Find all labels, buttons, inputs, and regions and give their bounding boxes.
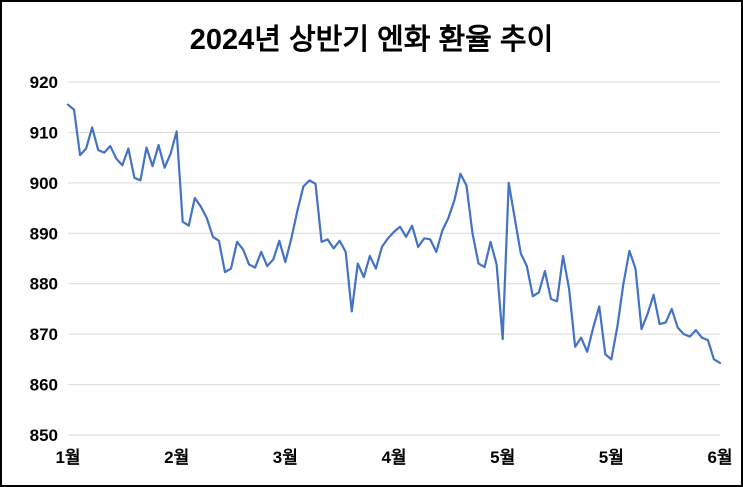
y-tick-label: 900 [30,174,58,193]
x-tick-label: 5월 [490,448,515,467]
x-tick-label: 5월 [599,448,624,467]
y-tick-label: 870 [30,325,58,344]
chart-title: 2024년 상반기 엔화 환율 추이 [189,24,554,56]
x-tick-label: 6월 [707,448,732,467]
x-tick-label: 4월 [381,448,406,467]
x-tick-label: 2월 [164,448,189,467]
y-tick-label: 890 [30,224,58,243]
y-tick-label: 920 [30,73,58,92]
y-tick-label: 910 [30,123,58,142]
y-tick-label: 850 [30,426,58,445]
x-tick-label: 1월 [55,448,80,467]
exchange-rate-line [66,103,722,364]
y-tick-label: 880 [30,275,58,294]
y-tick-label: 860 [30,376,58,395]
x-tick-label: 3월 [273,448,298,467]
